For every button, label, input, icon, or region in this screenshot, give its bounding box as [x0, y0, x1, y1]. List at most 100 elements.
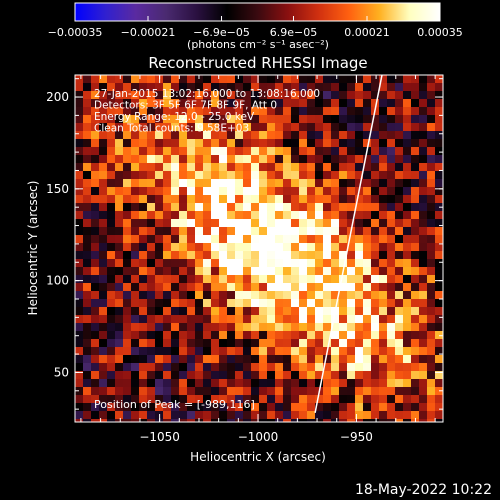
- heatmap-cell: [291, 227, 300, 236]
- heatmap-cell: [211, 171, 220, 180]
- heatmap-cell: [83, 235, 92, 244]
- heatmap-cell: [91, 323, 100, 332]
- heatmap-cell: [115, 131, 124, 140]
- heatmap-cell: [339, 131, 348, 140]
- heatmap-cell: [227, 323, 236, 332]
- heatmap-cell: [171, 83, 180, 92]
- heatmap-cell: [275, 187, 284, 196]
- heatmap-cell: [147, 395, 156, 404]
- heatmap-cell: [339, 171, 348, 180]
- heatmap-cell: [379, 203, 388, 212]
- heatmap-cell: [187, 323, 196, 332]
- heatmap-cell: [387, 163, 396, 172]
- heatmap-cell: [243, 259, 252, 268]
- heatmap-cell: [195, 83, 204, 92]
- heatmap-cell: [123, 315, 132, 324]
- heatmap-cell: [355, 195, 364, 204]
- heatmap-cell: [251, 131, 260, 140]
- heatmap-cell: [187, 291, 196, 300]
- heatmap-cell: [91, 179, 100, 188]
- heatmap-cell: [403, 275, 412, 284]
- heatmap-cell: [411, 227, 420, 236]
- heatmap-cell: [235, 235, 244, 244]
- heatmap-cell: [403, 307, 412, 316]
- heatmap-cell: [219, 195, 228, 204]
- heatmap-cell: [395, 219, 404, 228]
- heatmap-cell: [379, 291, 388, 300]
- heatmap-cell: [363, 139, 372, 148]
- heatmap-cell: [123, 99, 132, 108]
- heatmap-cell: [123, 219, 132, 228]
- heatmap-cell: [75, 323, 84, 332]
- heatmap-cell: [131, 179, 140, 188]
- heatmap-cell: [275, 123, 284, 132]
- heatmap-cell: [235, 339, 244, 348]
- heatmap-cell: [347, 83, 356, 92]
- heatmap-cell: [299, 131, 308, 140]
- heatmap-cell: [123, 211, 132, 220]
- heatmap-cell: [371, 331, 380, 340]
- heatmap-cell: [355, 163, 364, 172]
- heatmap-cell: [147, 235, 156, 244]
- heatmap-cell: [307, 331, 316, 340]
- heatmap-cell: [323, 387, 332, 396]
- heatmap-cell: [115, 227, 124, 236]
- heatmap-cell: [419, 163, 428, 172]
- heatmap-cell: [275, 115, 284, 124]
- heatmap-cell: [379, 355, 388, 364]
- heatmap-cell: [91, 83, 100, 92]
- heatmap-cell: [355, 395, 364, 404]
- heatmap-cell: [267, 235, 276, 244]
- heatmap-cell: [75, 187, 84, 196]
- heatmap-cell: [419, 267, 428, 276]
- heatmap-cell: [179, 203, 188, 212]
- heatmap-cell: [411, 179, 420, 188]
- heatmap-cell: [171, 355, 180, 364]
- heatmap-cell: [267, 419, 276, 422]
- heatmap-cell: [211, 395, 220, 404]
- heatmap-cell: [363, 323, 372, 332]
- heatmap-cell: [219, 187, 228, 196]
- heatmap-cell: [339, 187, 348, 196]
- heatmap-cell: [427, 115, 436, 124]
- heatmap-cell: [339, 419, 348, 422]
- heatmap-cell: [131, 259, 140, 268]
- heatmap-cell: [371, 379, 380, 388]
- heatmap-cell: [163, 131, 172, 140]
- heatmap-cell: [307, 203, 316, 212]
- heatmap-cell: [155, 291, 164, 300]
- heatmap-cell: [171, 299, 180, 308]
- heatmap-cell: [371, 355, 380, 364]
- heatmap-cell: [179, 395, 188, 404]
- heatmap-cell: [195, 379, 204, 388]
- heatmap-cell: [427, 379, 436, 388]
- heatmap-cell: [187, 363, 196, 372]
- heatmap-cell: [427, 387, 436, 396]
- heatmap-cell: [355, 131, 364, 140]
- heatmap-cell: [315, 75, 324, 84]
- heatmap-cell: [83, 195, 92, 204]
- heatmap-cell: [267, 307, 276, 316]
- heatmap-cell: [227, 355, 236, 364]
- heatmap-cell: [179, 355, 188, 364]
- heatmap-cell: [427, 339, 436, 348]
- heatmap-cell: [379, 219, 388, 228]
- heatmap-cell: [211, 123, 220, 132]
- heatmap-cell: [219, 203, 228, 212]
- heatmap-cell: [363, 227, 372, 236]
- heatmap-cell: [315, 363, 324, 372]
- heatmap-cell: [363, 115, 372, 124]
- heatmap-cell: [115, 363, 124, 372]
- heatmap-cell: [331, 379, 340, 388]
- heatmap-cell: [411, 163, 420, 172]
- heatmap-cell: [307, 123, 316, 132]
- heatmap-cell: [139, 315, 148, 324]
- heatmap-cell: [315, 227, 324, 236]
- heatmap-cell: [363, 259, 372, 268]
- heatmap-cell: [379, 163, 388, 172]
- heatmap-cell: [355, 259, 364, 268]
- heatmap-cell: [147, 267, 156, 276]
- heatmap-cell: [235, 355, 244, 364]
- heatmap-cell: [283, 371, 292, 380]
- heatmap-cell: [219, 227, 228, 236]
